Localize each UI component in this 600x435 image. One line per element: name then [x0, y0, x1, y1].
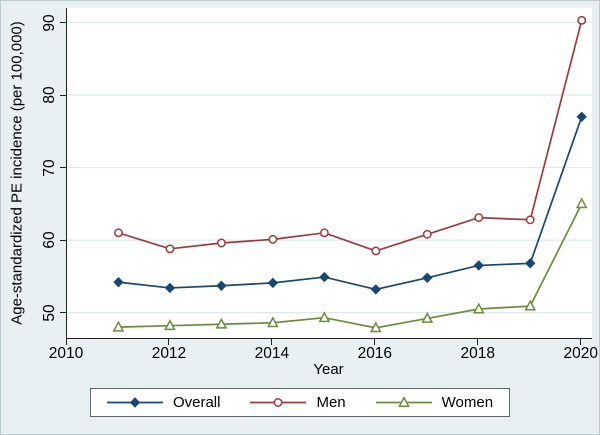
- y-tick-mark: [60, 167, 66, 169]
- data-point-men-legend: [274, 398, 283, 407]
- y-tick-mark: [60, 94, 66, 96]
- data-point-overall: [216, 280, 227, 291]
- y-tick-label-text: 60: [41, 231, 58, 249]
- y-tick-mark: [60, 22, 66, 23]
- data-point-men: [114, 228, 123, 238]
- data-point-women: [215, 317, 228, 329]
- x-axis-title: Year: [313, 361, 344, 378]
- legend-item-overall: Overall: [106, 394, 221, 411]
- data-point-overall: [422, 272, 433, 284]
- data-point-overall-legend: [129, 397, 141, 408]
- data-point-men: [165, 244, 175, 254]
- x-tick-label: 2020: [563, 345, 598, 362]
- data-point-overall: [319, 271, 330, 283]
- data-point-men: [422, 229, 432, 239]
- x-tick-label: 2014: [254, 345, 290, 362]
- data-point-women: [112, 320, 125, 332]
- x-tick-mark: [271, 339, 273, 345]
- x-tick-mark: [477, 339, 479, 345]
- data-point-men: [371, 246, 381, 256]
- y-axis-title-text: Age-standardized PE incidence (per 100,0…: [8, 21, 26, 325]
- data-point-overall: [473, 260, 484, 271]
- x-tick-mark: [168, 339, 170, 345]
- data-point-women: [575, 197, 588, 209]
- data-point-overall: [113, 276, 124, 288]
- legend-item-women: Women: [375, 394, 494, 411]
- data-point-men: [268, 234, 278, 244]
- legend: Overall Men Women: [1, 388, 599, 417]
- data-point-men: [474, 213, 484, 223]
- x-tick-label: 2016: [357, 345, 393, 362]
- data-point-women: [369, 321, 382, 333]
- legend-item-men: Men: [250, 394, 346, 411]
- data-point-overall: [267, 277, 279, 289]
- data-point-men: [216, 238, 226, 248]
- data-point-men: [577, 15, 587, 25]
- data-point-men: [525, 215, 535, 225]
- x-tick-mark: [65, 339, 67, 345]
- plot-area: [66, 8, 592, 339]
- data-point-overall: [525, 258, 536, 269]
- data-point-women-legend: [397, 396, 410, 407]
- data-point-men: [319, 228, 329, 238]
- x-tick-label: 2010: [48, 345, 84, 362]
- legend-box: Overall Men Women: [89, 388, 511, 417]
- legend-label-men: Men: [316, 394, 346, 411]
- data-point-women: [421, 311, 434, 323]
- y-tick-label-text: 90: [41, 13, 58, 32]
- data-point-women: [524, 299, 537, 311]
- series-line-overall: [118, 116, 583, 291]
- data-point-women: [164, 319, 176, 331]
- data-point-women: [267, 316, 279, 328]
- data-point-overall: [370, 284, 382, 295]
- legend-key-women-icon: [375, 396, 432, 407]
- data-point-overall: [576, 111, 587, 122]
- x-tick-mark: [374, 339, 376, 345]
- y-tick-mark: [60, 312, 66, 314]
- x-tick-label: 2018: [460, 345, 495, 362]
- y-tick-mark: [60, 239, 66, 241]
- data-point-women: [318, 311, 331, 323]
- x-tick-mark: [580, 339, 582, 345]
- legend-label-women: Women: [441, 394, 494, 411]
- x-tick-label: 2012: [151, 345, 187, 362]
- data-point-overall: [164, 282, 176, 294]
- legend-label-overall: Overall: [172, 394, 221, 411]
- legend-key-men-icon: [250, 398, 307, 407]
- legend-key-overall-icon: [106, 397, 163, 408]
- y-tick-label-text: 50: [41, 303, 58, 322]
- series-line-women: [118, 203, 583, 329]
- data-point-women: [472, 302, 485, 314]
- plot-canvas: [67, 15, 592, 333]
- series-line-men: [118, 20, 583, 252]
- y-tick-label-text: 80: [41, 86, 58, 104]
- y-tick-label-text: 70: [41, 158, 58, 177]
